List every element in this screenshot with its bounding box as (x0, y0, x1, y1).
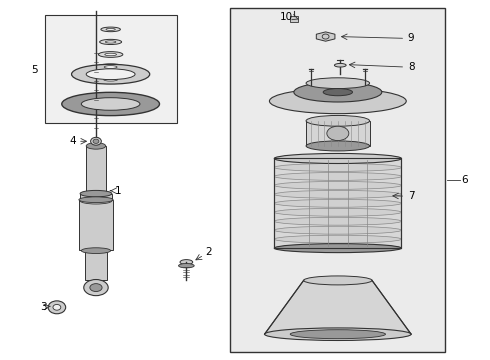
Ellipse shape (306, 78, 369, 89)
Ellipse shape (327, 126, 349, 140)
Ellipse shape (274, 172, 401, 180)
Ellipse shape (72, 64, 150, 84)
Ellipse shape (81, 98, 140, 110)
Ellipse shape (323, 89, 352, 96)
Ellipse shape (101, 27, 121, 32)
Ellipse shape (80, 198, 112, 204)
Ellipse shape (98, 51, 123, 57)
Ellipse shape (274, 235, 401, 243)
Ellipse shape (306, 141, 369, 151)
Ellipse shape (99, 39, 122, 45)
Circle shape (48, 301, 66, 314)
Ellipse shape (79, 197, 113, 203)
Ellipse shape (274, 208, 401, 216)
Text: 1: 1 (115, 186, 121, 196)
Bar (45, 15, 176, 123)
Ellipse shape (274, 154, 401, 162)
Ellipse shape (294, 82, 382, 102)
Ellipse shape (274, 226, 401, 234)
Bar (274, 158, 401, 248)
Ellipse shape (84, 279, 108, 296)
Bar (79, 200, 113, 250)
Bar (85, 252, 107, 280)
Ellipse shape (274, 244, 401, 252)
Ellipse shape (105, 53, 117, 56)
Ellipse shape (304, 276, 372, 285)
Bar (274, 158, 401, 248)
Ellipse shape (265, 328, 411, 341)
Bar (290, 16, 298, 22)
Text: 3: 3 (40, 302, 47, 312)
Ellipse shape (104, 66, 117, 68)
Text: 6: 6 (462, 175, 468, 185)
Ellipse shape (62, 92, 159, 116)
Text: 10: 10 (280, 12, 293, 22)
Ellipse shape (86, 69, 135, 80)
Ellipse shape (306, 116, 369, 126)
Ellipse shape (334, 63, 346, 67)
Text: 2: 2 (205, 247, 212, 257)
Ellipse shape (86, 143, 106, 149)
Ellipse shape (274, 190, 401, 198)
Ellipse shape (274, 217, 401, 225)
Bar (80, 194, 112, 201)
Text: 5: 5 (31, 64, 38, 75)
Ellipse shape (106, 28, 115, 30)
Bar (86, 146, 106, 193)
Ellipse shape (274, 199, 401, 207)
Ellipse shape (96, 76, 125, 83)
Text: 9: 9 (408, 33, 415, 43)
Bar (306, 121, 369, 146)
Ellipse shape (274, 244, 401, 253)
Ellipse shape (97, 64, 124, 70)
Text: 8: 8 (408, 62, 415, 72)
Ellipse shape (90, 284, 102, 292)
Ellipse shape (274, 181, 401, 189)
Ellipse shape (105, 41, 116, 43)
Circle shape (53, 305, 61, 310)
Text: 4: 4 (69, 136, 76, 146)
Ellipse shape (103, 78, 118, 81)
Ellipse shape (81, 248, 111, 253)
Circle shape (93, 139, 99, 143)
Ellipse shape (270, 89, 406, 114)
Ellipse shape (274, 153, 401, 163)
Ellipse shape (180, 260, 193, 265)
Ellipse shape (91, 137, 101, 145)
Text: 7: 7 (408, 191, 415, 201)
Polygon shape (317, 32, 335, 41)
Ellipse shape (80, 190, 112, 197)
Ellipse shape (178, 264, 194, 268)
Bar (230, 8, 445, 352)
Ellipse shape (274, 163, 401, 171)
Polygon shape (265, 280, 411, 334)
Ellipse shape (290, 330, 386, 339)
